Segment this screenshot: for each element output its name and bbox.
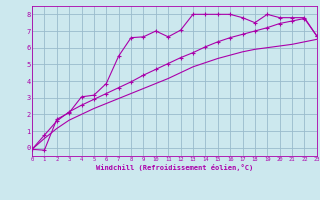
X-axis label: Windchill (Refroidissement éolien,°C): Windchill (Refroidissement éolien,°C): [96, 164, 253, 171]
